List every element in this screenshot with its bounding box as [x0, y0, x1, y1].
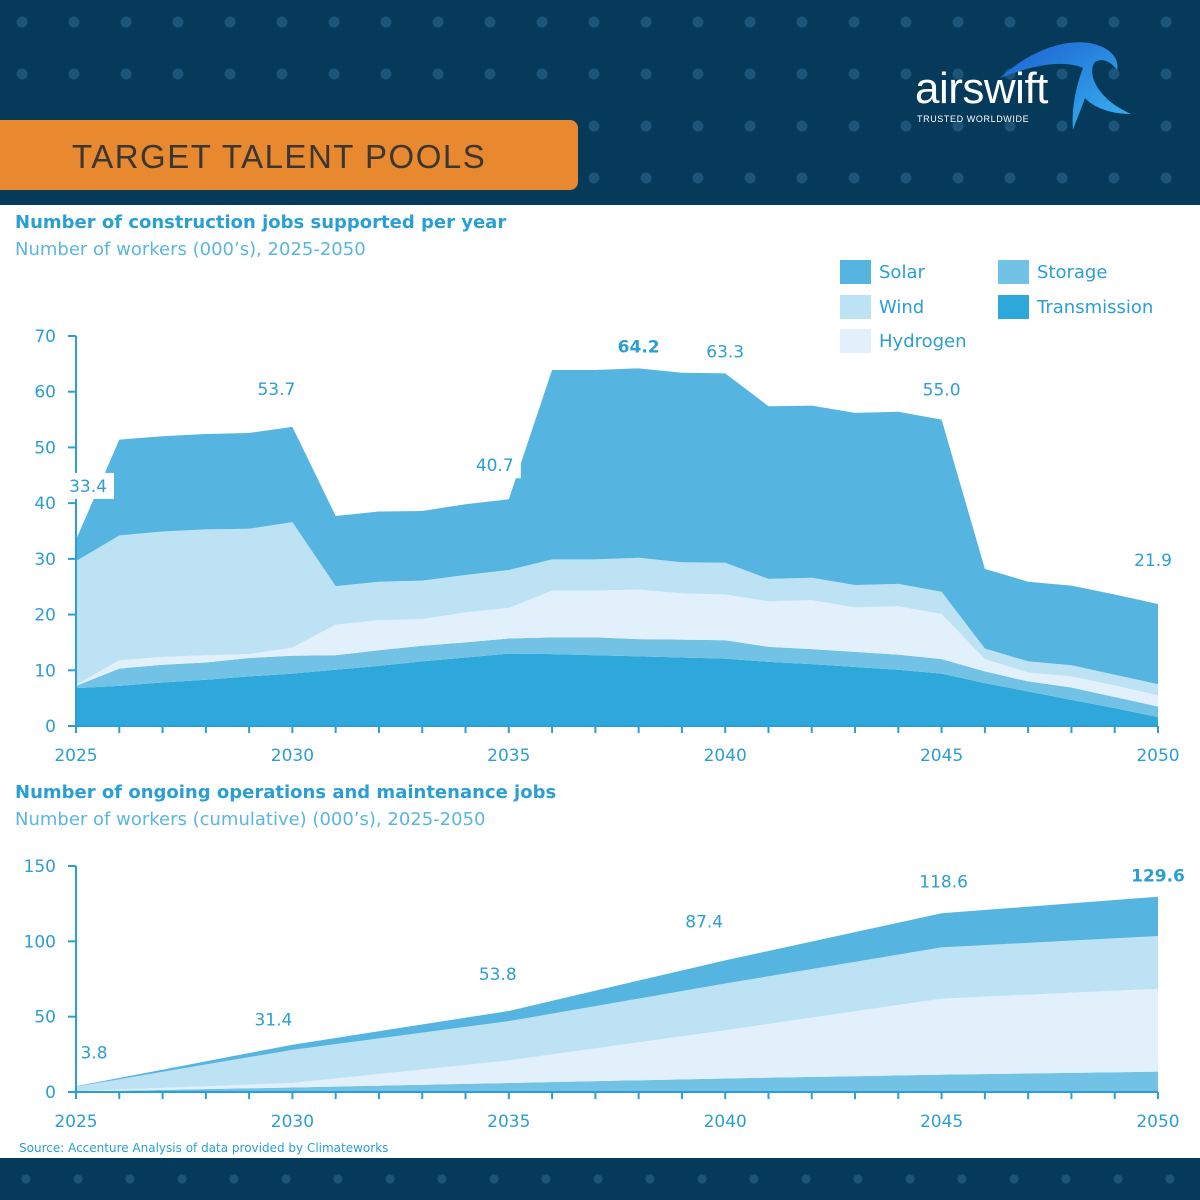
data-label: 3.8 — [80, 1043, 107, 1063]
data-label: 64.2 — [618, 337, 660, 357]
legend-storage: Storage — [998, 260, 1107, 284]
chart2-subtitle: Number of workers (cumulative) (000’s), … — [15, 809, 486, 830]
banner-title: TARGET TALENT POOLS — [72, 138, 487, 175]
legend-swatch — [840, 295, 871, 319]
y-tick-label: 0 — [45, 1083, 56, 1103]
legend-label: Transmission — [1037, 296, 1154, 318]
data-label: 21.9 — [1134, 551, 1172, 571]
data-label-background — [62, 472, 114, 499]
legend-swatch — [840, 329, 871, 353]
x-tick-label: 2045 — [920, 1112, 963, 1132]
y-tick-label: 10 — [34, 661, 56, 681]
logo-tagline: TRUSTED WORLDWIDE — [917, 114, 1030, 124]
y-tick-label: 40 — [34, 494, 56, 514]
x-tick-label: 2040 — [704, 746, 747, 766]
logo-text: airswift — [915, 64, 1048, 113]
footer-bar — [0, 1158, 1200, 1200]
area-solar — [76, 896, 1158, 1087]
data-label: 53.7 — [257, 380, 295, 400]
data-label: 31.4 — [254, 1011, 292, 1031]
area-storage — [76, 637, 1158, 718]
x-tick-label: 2045 — [920, 746, 963, 766]
x-tick-label: 2050 — [1136, 746, 1179, 766]
data-label: 63.3 — [706, 342, 744, 362]
y-tick-label: 50 — [34, 438, 56, 458]
data-label: 33.4 — [69, 477, 107, 497]
legend-label: Hydrogen — [879, 330, 967, 352]
y-tick-label: 70 — [34, 327, 56, 347]
legend-label: Wind — [879, 296, 925, 318]
data-label: 40.7 — [476, 456, 514, 476]
source-note: Source: Accenture Analysis of data provi… — [19, 1141, 389, 1155]
x-tick-label: 2035 — [487, 1112, 530, 1132]
chart1-title: Number of construction jobs supported pe… — [15, 212, 507, 233]
x-tick-label: 2030 — [271, 1112, 314, 1132]
x-tick-label: 2035 — [487, 746, 530, 766]
data-label: 118.6 — [919, 872, 968, 892]
area-transmission — [76, 653, 1158, 726]
legend-hydrogen: Hydrogen — [840, 329, 967, 353]
area-hydrogen — [76, 589, 1158, 707]
data-label: 129.6 — [1131, 867, 1185, 887]
data-label-background — [468, 452, 521, 479]
y-tick-label: 20 — [34, 606, 56, 626]
data-label: 53.8 — [479, 965, 517, 985]
x-tick-label: 2050 — [1136, 1112, 1179, 1132]
data-label: 55.0 — [923, 381, 961, 401]
x-tick-label: 2030 — [271, 746, 314, 766]
area-wind — [76, 522, 1158, 696]
legend-wind: Wind — [840, 295, 924, 319]
y-tick-label: 50 — [34, 1008, 56, 1028]
legend-label: Storage — [1037, 261, 1108, 283]
title-banner — [0, 120, 578, 190]
area-hydrogen — [76, 988, 1158, 1092]
area-storage — [76, 1071, 1158, 1092]
y-tick-label: 100 — [24, 932, 56, 952]
chart1-subtitle: Number of workers (000’s), 2025-2050 — [15, 239, 366, 260]
legend-solar: Solar — [840, 260, 925, 284]
swift-bird-logo-icon — [1000, 42, 1131, 130]
area-wind — [76, 936, 1158, 1092]
area-solar — [76, 368, 1158, 685]
data-label: 87.4 — [685, 912, 723, 932]
legend-swatch — [998, 295, 1029, 319]
y-tick-label: 0 — [45, 717, 56, 737]
y-tick-label: 60 — [34, 383, 56, 403]
y-tick-label: 150 — [24, 857, 56, 877]
legend-swatch — [998, 260, 1029, 284]
legend-swatch — [840, 260, 871, 284]
legend-transmission: Transmission — [998, 295, 1153, 319]
x-tick-label: 2025 — [54, 746, 97, 766]
x-tick-label: 2040 — [704, 1112, 747, 1132]
y-tick-label: 30 — [34, 550, 56, 570]
x-tick-label: 2025 — [54, 1112, 97, 1132]
chart2-title: Number of ongoing operations and mainten… — [15, 782, 557, 803]
legend-label: Solar — [879, 261, 925, 283]
